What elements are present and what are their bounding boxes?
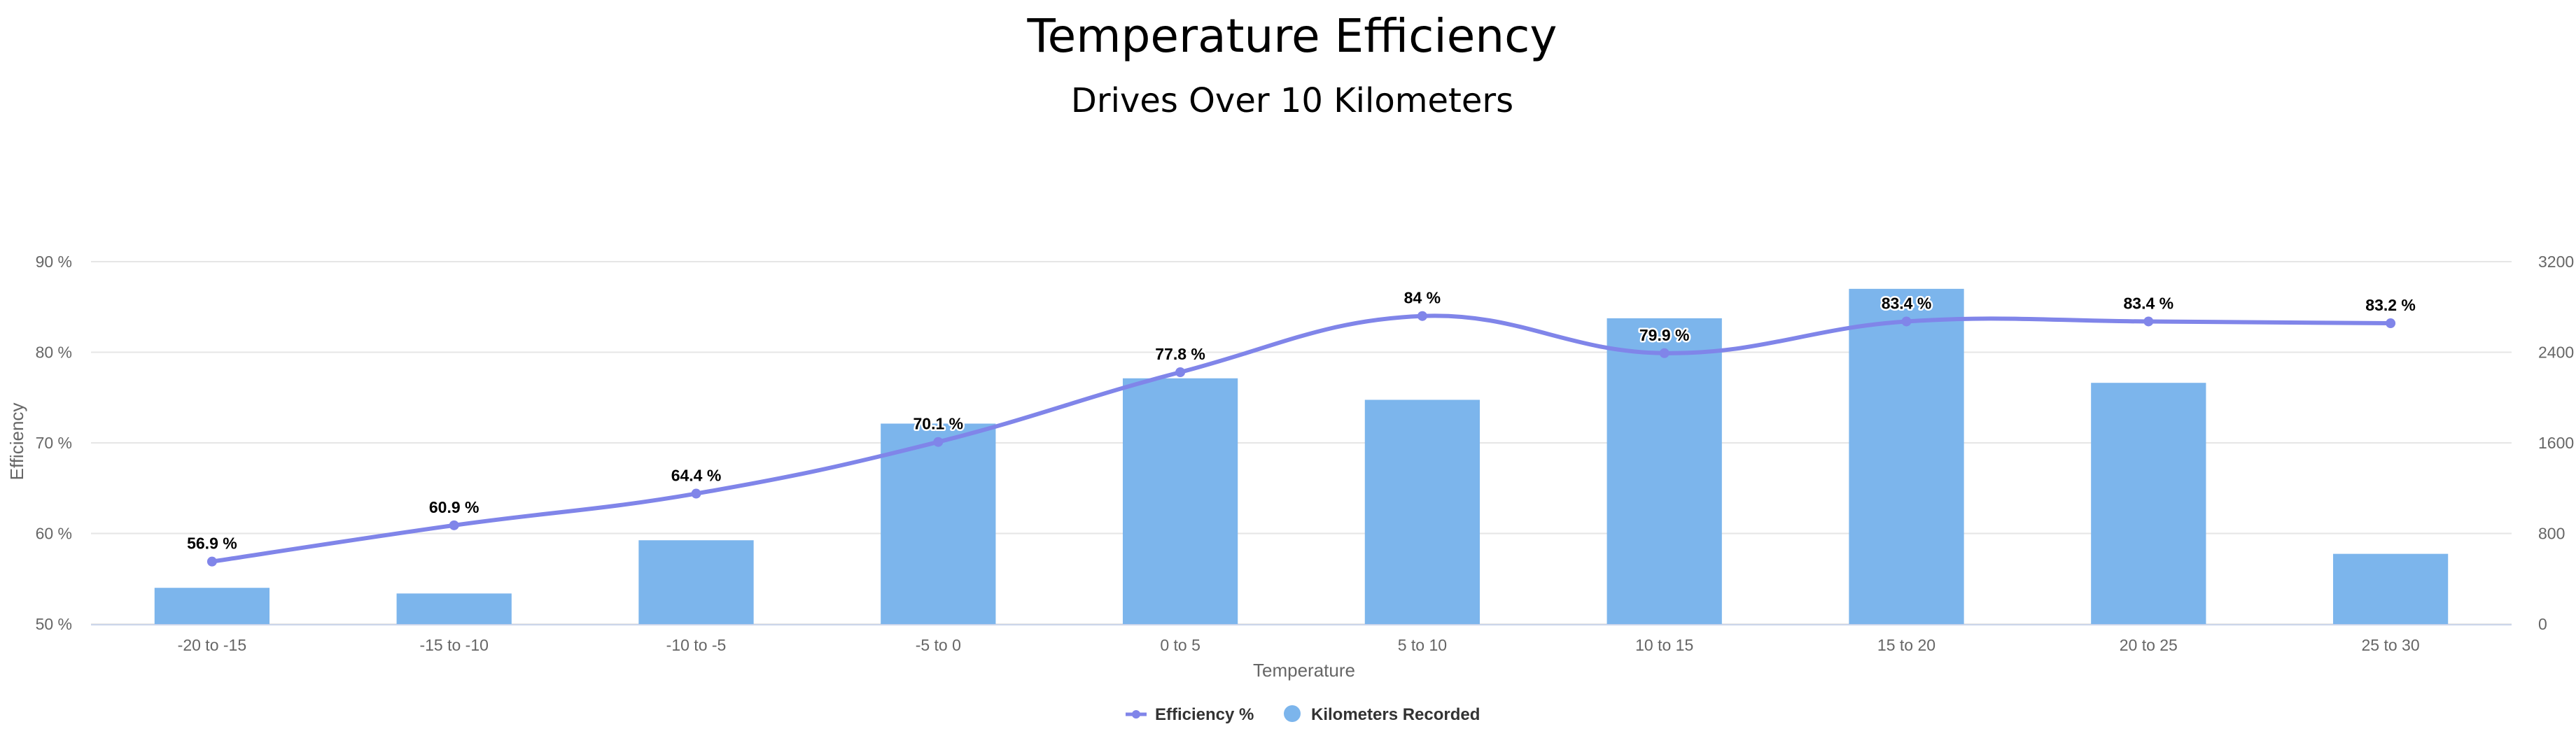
data-label: 64.4 % — [671, 467, 722, 485]
bar — [2332, 553, 2449, 624]
line-point — [1659, 348, 1670, 358]
bar — [1122, 378, 1238, 624]
x-axis-tick-label: 15 to 20 — [1877, 636, 1935, 654]
line-point — [2143, 316, 2154, 327]
line-point — [933, 437, 944, 447]
x-axis: -20 to -15 -15 to -10 -10 to -5 -5 to 0 0 to… — [91, 624, 2512, 654]
x-axis-tick-label: 5 to 10 — [1398, 636, 1447, 654]
bar — [638, 540, 754, 624]
x-axis-tick-label: -10 to -5 — [666, 636, 727, 654]
x-axis-tick-label: -15 to -10 — [419, 636, 488, 654]
left-axis-tick-label: 50 % — [36, 615, 72, 633]
legend-item-kilometers[interactable]: Kilometers Recorded — [1284, 705, 1480, 724]
bar — [1849, 288, 1964, 624]
right-axis-tick-label: 1600 — [2538, 434, 2574, 452]
bar — [396, 593, 512, 624]
right-axis-tick-label: 0 — [2538, 615, 2547, 633]
data-label: 60.9 % — [429, 498, 479, 516]
line-point — [1417, 311, 1427, 321]
line-point — [449, 520, 459, 530]
x-axis-tick-label: -20 to -15 — [178, 636, 246, 654]
data-label: 83.4 % — [1882, 294, 1932, 312]
data-label: 56.9 % — [187, 535, 237, 553]
left-y-axis: 50 % 60 % 70 % 80 % 90 % — [36, 253, 72, 633]
data-label: 70.1 % — [913, 415, 963, 433]
right-axis-tick-label: 2400 — [2538, 344, 2574, 362]
left-axis-tick-label: 80 % — [36, 344, 72, 362]
legend-marker-symbol — [1132, 710, 1140, 719]
bar — [2091, 383, 2206, 624]
left-axis-tick-label: 70 % — [36, 434, 72, 452]
data-label: 77.8 % — [1155, 345, 1205, 363]
legend-label-kilometers: Kilometers Recorded — [1311, 705, 1480, 724]
bar — [881, 423, 996, 624]
line-point — [2386, 318, 2396, 329]
x-axis-tick-label: 0 to 5 — [1160, 636, 1200, 654]
data-label: 79.9 % — [1639, 326, 1690, 344]
legend-item-efficiency[interactable]: Efficiency % — [1126, 705, 1254, 724]
data-label: 83.2 % — [2365, 296, 2416, 314]
line-point — [1175, 367, 1186, 377]
x-axis-title: Temperature — [1253, 660, 1355, 681]
line-point — [206, 556, 217, 567]
data-label: 84 % — [1404, 289, 1441, 307]
bar-series-kilometers — [154, 288, 2449, 624]
x-axis-tick-label: 20 to 25 — [2120, 636, 2178, 654]
x-axis-tick-label: 25 to 30 — [2362, 636, 2420, 654]
x-axis-tick-label: -5 to 0 — [916, 636, 961, 654]
data-labels: 56.9 % 60.9 % 64.4 % 70.1 % 77.8 % 84 % 79.9 %… — [186, 287, 2418, 554]
legend: Efficiency % Kilometers Recorded — [1126, 705, 1480, 724]
y-axis-title: Efficiency — [6, 403, 27, 481]
line-point — [1901, 316, 1912, 327]
left-axis-tick-label: 60 % — [36, 525, 72, 543]
bar — [1364, 399, 1480, 624]
chart-subtitle: Drives Over 10 Kilometers — [1071, 81, 1513, 120]
bar — [154, 588, 270, 624]
line-series-efficiency — [206, 311, 2396, 567]
right-y-axis: 0 800 1600 2400 3200 — [2538, 253, 2574, 633]
bar — [1606, 318, 1722, 624]
left-axis-tick-label: 90 % — [36, 253, 72, 271]
data-label: 83.4 % — [2123, 294, 2174, 312]
efficiency-line — [209, 313, 2393, 564]
right-axis-tick-label: 800 — [2538, 525, 2565, 543]
right-axis-tick-label: 3200 — [2538, 253, 2574, 271]
line-point — [691, 488, 701, 499]
legend-bar-symbol — [1284, 705, 1301, 722]
x-axis-tick-label: 10 to 15 — [1635, 636, 1693, 654]
legend-label-efficiency: Efficiency % — [1155, 705, 1254, 724]
chart-title: Temperature Efficiency — [1027, 9, 1558, 63]
